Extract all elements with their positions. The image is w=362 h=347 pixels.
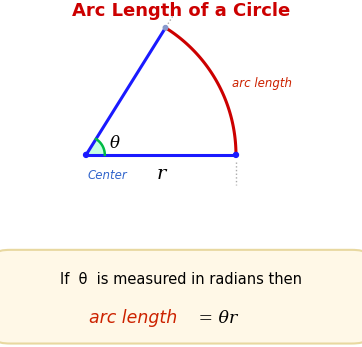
Text: θ: θ — [110, 135, 120, 152]
Polygon shape — [86, 139, 105, 155]
Circle shape — [163, 26, 168, 30]
Text: arc length: arc length — [232, 77, 292, 90]
FancyBboxPatch shape — [0, 250, 362, 344]
Text: r: r — [156, 165, 166, 183]
Text: Arc Length of a Circle: Arc Length of a Circle — [72, 2, 290, 20]
Text: Center: Center — [87, 169, 127, 181]
Circle shape — [233, 152, 239, 158]
Circle shape — [84, 152, 89, 158]
Text: arc length: arc length — [89, 310, 177, 327]
Text: = θr: = θr — [193, 310, 237, 327]
Text: If  θ  is measured in radians then: If θ is measured in radians then — [60, 272, 302, 287]
